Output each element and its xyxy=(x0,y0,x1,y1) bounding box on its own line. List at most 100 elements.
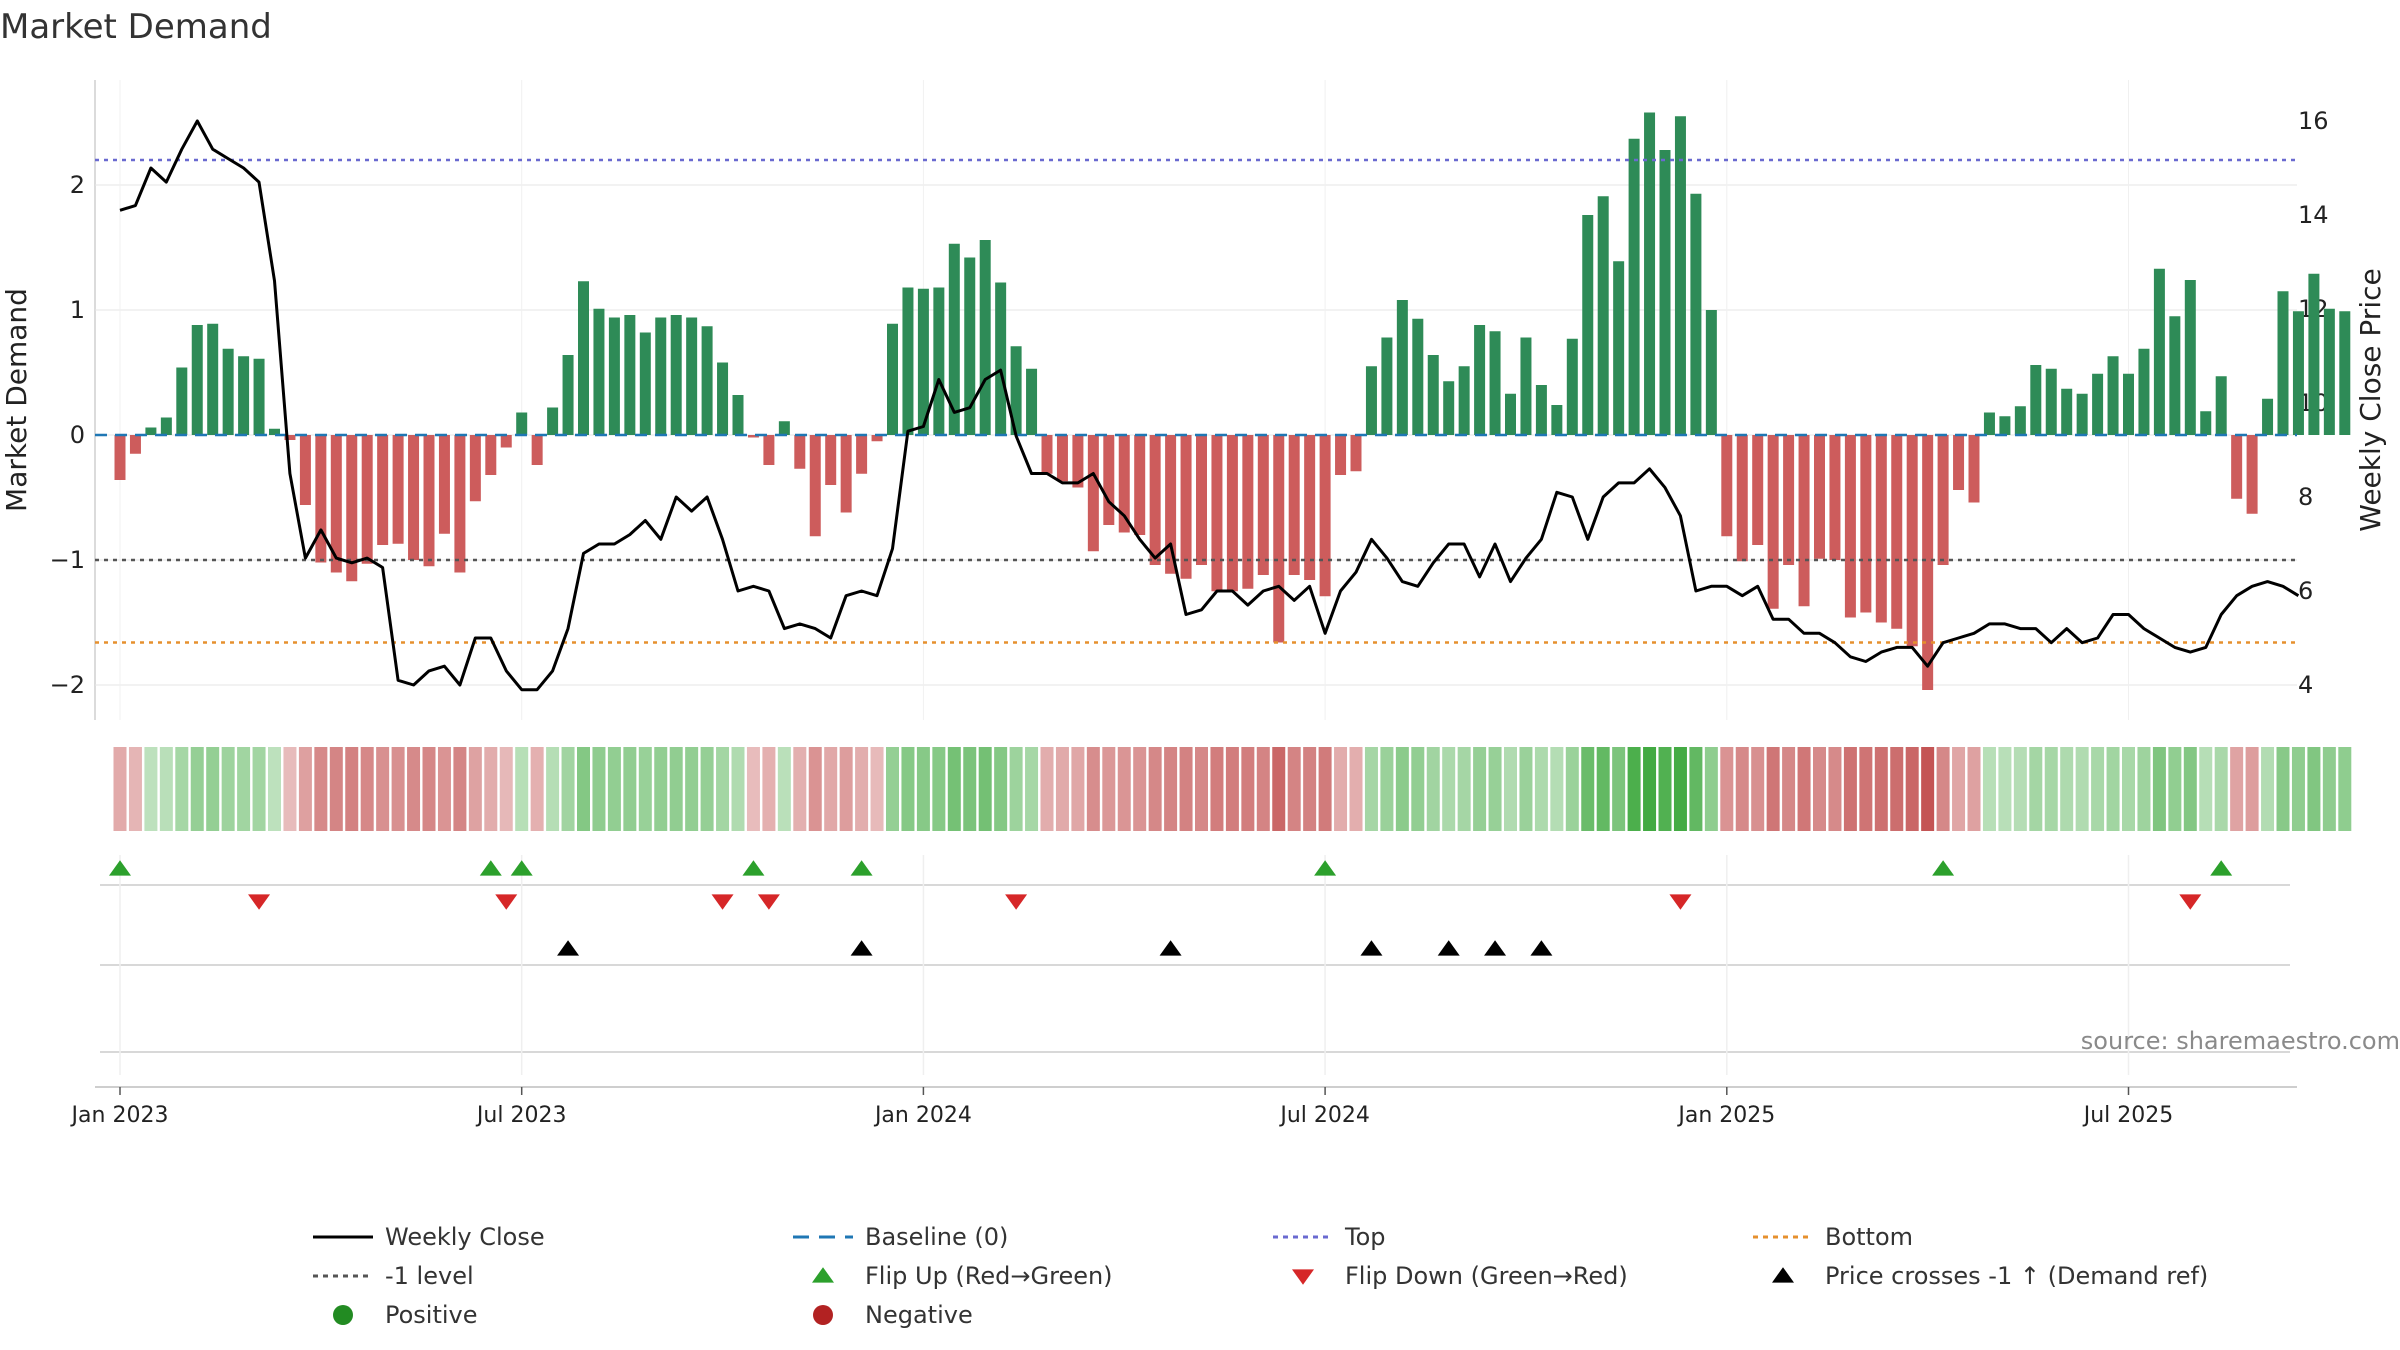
demand-bar-negative xyxy=(392,435,404,544)
demand-bar-negative xyxy=(1953,435,1965,490)
x-tick-label: Jul 2024 xyxy=(1278,1103,1370,1128)
heat-cell xyxy=(1071,747,1085,831)
heat-cell xyxy=(1519,747,1533,831)
demand-bar-positive xyxy=(2045,368,2057,435)
x-tick-label: Jan 2024 xyxy=(873,1103,972,1128)
heat-cell xyxy=(2307,747,2321,831)
demand-bar-negative xyxy=(1937,435,1949,565)
heat-cell xyxy=(376,747,390,831)
y-right-tick-label: 4 xyxy=(2298,671,2313,699)
heat-cell xyxy=(1148,747,1162,831)
demand-bar-positive xyxy=(1613,261,1625,435)
flip-up-marker xyxy=(109,860,131,876)
heat-cell xyxy=(1009,747,1023,831)
heat-cell xyxy=(190,747,204,831)
demand-bar-negative xyxy=(1752,435,1764,545)
heat-cell xyxy=(1828,747,1842,831)
demand-bar-negative xyxy=(1350,435,1362,472)
demand-bar-positive xyxy=(1396,300,1408,435)
heat-cell xyxy=(1658,747,1672,831)
demand-bar-positive xyxy=(902,287,914,435)
demand-bar-positive xyxy=(1535,385,1547,435)
heat-cell xyxy=(546,747,560,831)
demand-bar-negative xyxy=(469,435,481,502)
demand-bar-positive xyxy=(686,317,698,435)
heat-cell xyxy=(1998,747,2012,831)
heat-cell xyxy=(2152,747,2166,831)
legend-label: Weekly Close xyxy=(385,1223,545,1251)
flip-up-marker xyxy=(1314,860,1337,876)
heat-cell xyxy=(762,747,776,831)
heat-cell xyxy=(2044,747,2058,831)
demand-bar-negative xyxy=(747,435,759,438)
flip-down-marker xyxy=(248,894,271,910)
demand-bar-negative xyxy=(1906,435,1918,647)
heat-cell xyxy=(298,747,312,831)
demand-bar-positive xyxy=(1026,368,1038,435)
heat-cell xyxy=(1426,747,1440,831)
demand-bar-negative xyxy=(1319,435,1331,597)
heat-cell xyxy=(329,747,343,831)
red-down-triangle-legend-marker xyxy=(1292,1269,1314,1285)
heat-cell xyxy=(1704,747,1718,831)
heat-cell xyxy=(1813,747,1826,831)
heat-cell xyxy=(978,747,992,831)
heat-cell xyxy=(1581,747,1595,831)
flip-down-marker xyxy=(711,894,734,910)
demand-bar-negative xyxy=(2231,435,2243,499)
demand-bar-positive xyxy=(2169,316,2181,435)
demand-bar-positive xyxy=(717,362,729,435)
demand-bar-positive xyxy=(516,412,528,435)
demand-bar-negative xyxy=(1273,435,1285,643)
demand-bar-negative xyxy=(1335,435,1347,475)
heat-cell xyxy=(839,747,853,831)
heat-cell xyxy=(2261,747,2275,831)
heat-cell xyxy=(1612,747,1626,831)
heat-cell xyxy=(437,747,451,831)
heat-cell xyxy=(407,747,421,831)
heat-cell xyxy=(391,747,405,831)
price-cross-marker xyxy=(1484,940,1507,956)
demand-bar-positive xyxy=(778,421,790,435)
heat-cell xyxy=(252,747,266,831)
legend-label: Negative xyxy=(865,1301,973,1329)
demand-bar-positive xyxy=(2200,411,2212,435)
heat-cell xyxy=(1411,747,1425,831)
heat-cell xyxy=(1797,747,1811,831)
demand-bar-positive xyxy=(222,348,234,435)
heat-cell xyxy=(422,747,436,831)
heat-cell xyxy=(932,747,946,831)
demand-bar-positive xyxy=(2323,308,2335,435)
demand-bar-positive xyxy=(1983,412,1995,435)
demand-bar-positive xyxy=(145,427,157,435)
heat-cell xyxy=(1735,747,1749,831)
x-tick-label: Jan 2025 xyxy=(1676,1103,1775,1128)
demand-bar-positive xyxy=(2292,311,2304,435)
demand-bar-negative xyxy=(840,435,852,513)
demand-bar-positive xyxy=(1458,366,1470,435)
demand-bar-negative xyxy=(1242,435,1254,589)
heat-cell xyxy=(1751,747,1765,831)
heat-cell xyxy=(499,747,513,831)
heat-cell xyxy=(2276,747,2290,831)
demand-bar-positive xyxy=(917,288,929,435)
demand-bar-positive xyxy=(933,287,945,435)
heat-cell xyxy=(1086,747,1100,831)
demand-bar-negative xyxy=(1103,435,1115,525)
heat-cell xyxy=(1040,747,1054,831)
heat-cell xyxy=(484,747,498,831)
heat-cell xyxy=(2029,747,2043,831)
y-left-tick-label: 0 xyxy=(70,421,85,449)
legend-label: Flip Up (Red→Green) xyxy=(865,1262,1113,1290)
heat-cell xyxy=(777,747,791,831)
heat-cell xyxy=(1380,747,1394,831)
heat-cell xyxy=(793,747,807,831)
demand-bar-negative xyxy=(377,435,389,545)
demand-bar-negative xyxy=(1968,435,1980,503)
flip-up-marker xyxy=(510,860,533,876)
heat-cell xyxy=(1504,747,1517,831)
demand-bar-positive xyxy=(207,323,219,435)
demand-bar-positive xyxy=(2138,348,2150,435)
demand-bar-positive xyxy=(1582,215,1594,435)
flip-up-marker xyxy=(2210,860,2233,876)
